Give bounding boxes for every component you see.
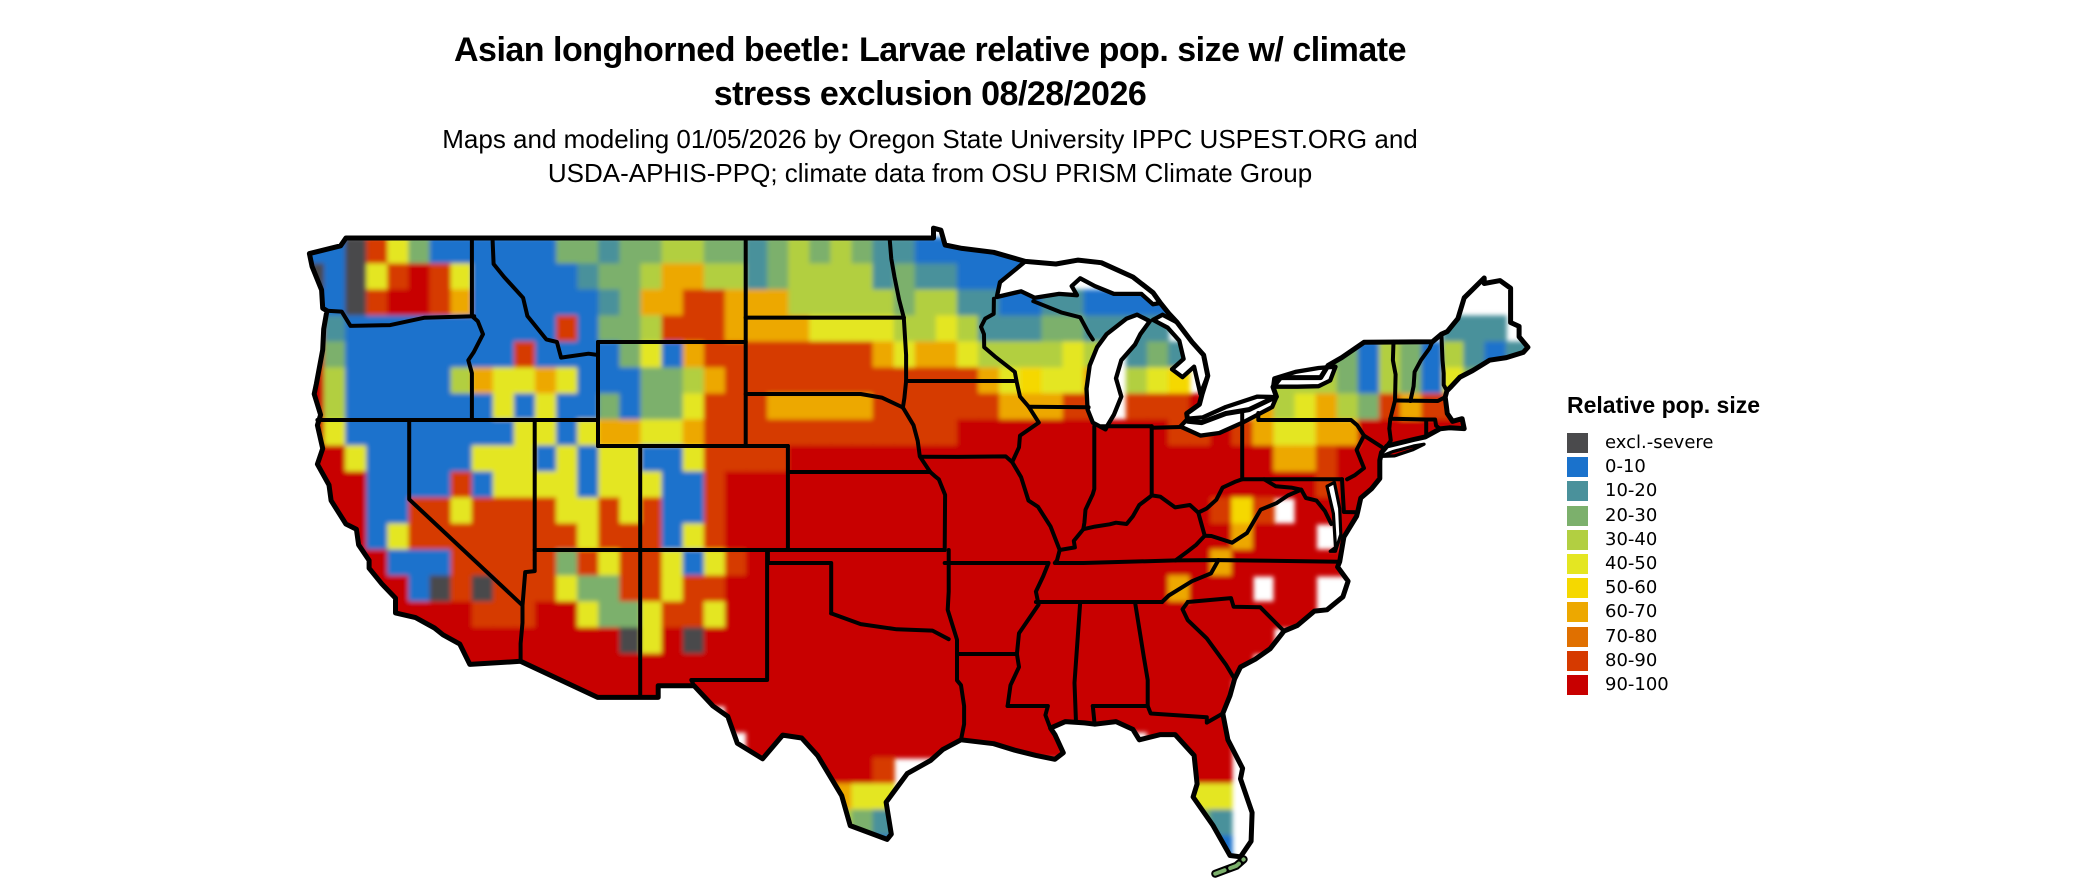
legend-title: Relative pop. size (1567, 392, 1761, 418)
legend-item: 30-40 (1567, 528, 1760, 552)
legend-item-label: 90-100 (1605, 673, 1669, 695)
legend-swatch (1567, 481, 1588, 502)
legend-item-label: 70-80 (1605, 625, 1658, 647)
legend-items: excl.-severe 0-10 10-20 20-30 30-40 40-50 50-6… (1567, 431, 1760, 697)
legend-item: 20-30 (1567, 504, 1760, 528)
legend-swatch (1567, 529, 1588, 550)
legend-item: excl.-severe (1567, 431, 1760, 455)
legend-item-label: excl.-severe (1605, 432, 1714, 454)
legend-item: 70-80 (1567, 625, 1760, 649)
map-subtitle-line2: USDA-APHIS-PPQ; climate data from OSU PR… (547, 158, 1313, 188)
legend-item: 40-50 (1567, 552, 1760, 576)
legend-item-label: 50-60 (1605, 577, 1658, 599)
legend-item: 50-60 (1567, 576, 1760, 600)
legend-item-label: 60-70 (1605, 601, 1658, 623)
legend-item-label: 20-30 (1605, 504, 1658, 526)
legend-swatch (1567, 602, 1588, 623)
legend: Relative pop. size excl.-severe 0-10 10-20… (1567, 392, 1760, 697)
long-island (1379, 442, 1426, 458)
legend-swatch (1567, 433, 1588, 454)
legend-item-label: 80-90 (1605, 649, 1658, 671)
legend-item: 10-20 (1567, 479, 1760, 503)
legend-item: 60-70 (1567, 600, 1760, 624)
legend-item: 90-100 (1567, 673, 1760, 697)
chesapeake-bay (1325, 480, 1343, 553)
map-title-line1: Asian longhorned beetle: Larvae relative… (453, 31, 1407, 69)
legend-swatch (1567, 674, 1588, 695)
map-subtitle-line1: Maps and modeling 01/05/2026 by Oregon S… (442, 124, 1418, 154)
florida-keys (1213, 857, 1246, 876)
map-subtitle: Maps and modeling 01/05/2026 by Oregon S… (310, 122, 1550, 190)
legend-swatch (1567, 650, 1588, 671)
legend-swatch (1567, 626, 1588, 647)
map-title: Asian longhorned beetle: Larvae relative… (310, 28, 1550, 116)
legend-item-label: 40-50 (1605, 553, 1658, 575)
legend-item: 0-10 (1567, 455, 1760, 479)
legend-item-label: 0-10 (1605, 456, 1646, 478)
state-borders (315, 236, 1449, 742)
map-title-line2: stress exclusion 08/28/2026 (713, 75, 1147, 113)
legend-swatch (1567, 554, 1588, 575)
legend-item-label: 10-20 (1605, 480, 1658, 502)
legend-item-label: 30-40 (1605, 528, 1658, 550)
legend-swatch (1567, 505, 1588, 526)
legend-item: 80-90 (1567, 649, 1760, 673)
legend-swatch (1567, 578, 1588, 599)
legend-swatch (1567, 457, 1588, 478)
us-outline (306, 225, 1531, 860)
